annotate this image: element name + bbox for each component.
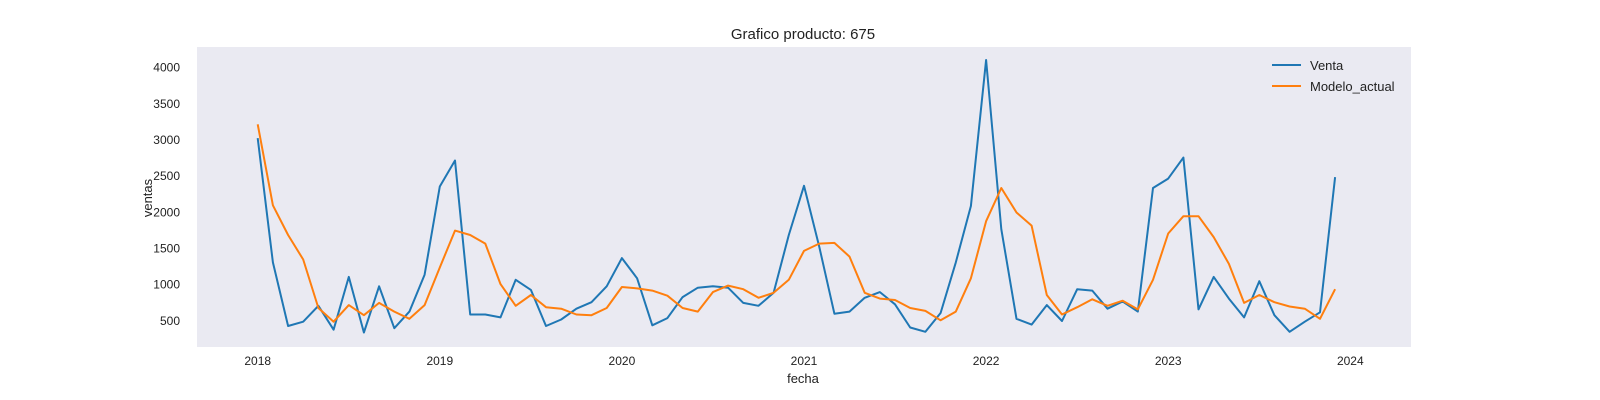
x-tick-label: 2024 [1337, 354, 1364, 368]
x-tick-label: 2020 [609, 354, 636, 368]
y-tick-label: 2500 [153, 169, 180, 183]
plot-area [197, 47, 1411, 347]
y-tick-label: 2000 [153, 205, 180, 219]
x-tick-label: 2022 [973, 354, 1000, 368]
y-tick-labels: 500 1000 1500 2000 2500 3000 3500 4000 [153, 61, 180, 328]
series-layer [256, 59, 1337, 334]
y-tick-label: 3000 [153, 133, 180, 147]
legend-label-venta: Venta [1310, 58, 1344, 73]
x-tick-label: 2018 [244, 354, 271, 368]
y-axis-title: ventas [140, 178, 155, 217]
x-tick-label: 2021 [791, 354, 818, 368]
series-line-venta [256, 59, 1337, 334]
y-tick-label: 1000 [153, 278, 180, 292]
y-tick-label: 4000 [153, 61, 180, 75]
x-axis-title: fecha [787, 371, 820, 386]
legend: Venta Modelo_actual [1272, 58, 1395, 94]
y-tick-label: 3500 [153, 97, 180, 111]
x-tick-label: 2019 [426, 354, 453, 368]
x-tick-label: 2023 [1155, 354, 1182, 368]
x-tick-labels: 2018 2019 2020 2021 2022 2023 2024 [244, 354, 1364, 368]
y-tick-label: 1500 [153, 242, 180, 256]
series-line-modelo-actual [256, 124, 1336, 323]
y-tick-label: 500 [160, 314, 180, 328]
chart-title: Grafico producto: 675 [731, 26, 875, 43]
legend-label-modelo-actual: Modelo_actual [1310, 79, 1395, 94]
